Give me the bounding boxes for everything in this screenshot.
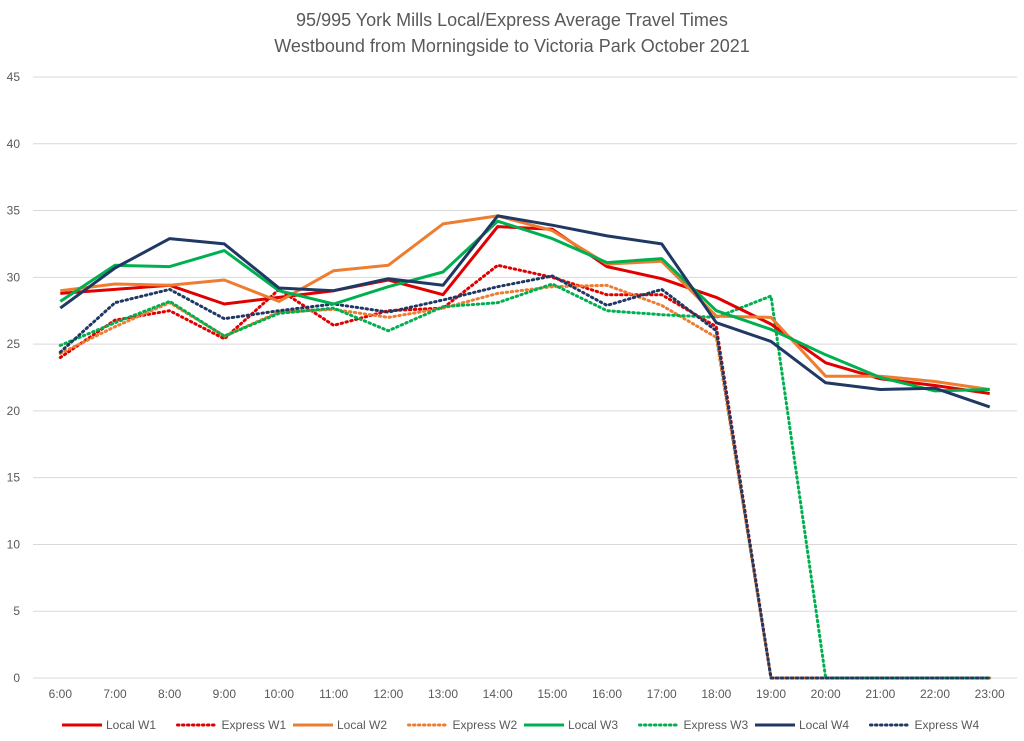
- series-layer: [58, 214, 992, 680]
- y-tick-label: 40: [7, 137, 21, 151]
- y-tick-label: 35: [7, 204, 21, 218]
- legend-item: Express W1: [176, 718, 287, 732]
- y-tick-label: 15: [7, 471, 21, 485]
- chart-subtitle: Westbound from Morningside to Victoria P…: [274, 36, 750, 56]
- chart-title: 95/995 York Mills Local/Express Average …: [296, 10, 728, 30]
- x-tick-label: 11:00: [319, 687, 348, 701]
- y-tick-label: 10: [7, 537, 21, 551]
- legend-label: Express W3: [684, 718, 749, 732]
- gridlines: [33, 76, 1017, 679]
- legend-label: Express W2: [453, 718, 518, 732]
- x-tick-label: 10:00: [264, 687, 294, 701]
- legend-item: Local W3: [524, 718, 618, 732]
- x-tick-label: 16:00: [592, 687, 622, 701]
- y-tick-label: 30: [7, 270, 21, 284]
- x-tick-label: 6:00: [49, 687, 73, 701]
- legend-label: Local W1: [106, 718, 156, 732]
- x-tick-label: 18:00: [701, 687, 731, 701]
- y-axis-tick-labels: 0 5 10 15 20 25 30 35 40 45: [7, 70, 21, 685]
- legend-label: Express W1: [222, 718, 287, 732]
- legend-item: Express W2: [407, 718, 518, 732]
- x-tick-label: 8:00: [158, 687, 182, 701]
- y-tick-label: 20: [7, 404, 21, 418]
- legend-label: Local W2: [337, 718, 387, 732]
- x-tick-label: 7:00: [103, 687, 127, 701]
- series-line-local-w2: [60, 214, 990, 391]
- x-tick-label: 20:00: [811, 687, 841, 701]
- x-tick-label: 22:00: [920, 687, 950, 701]
- y-tick-label: 25: [7, 337, 21, 351]
- x-tick-label: 23:00: [975, 687, 1005, 701]
- legend-label: Local W3: [568, 718, 618, 732]
- legend: Local W1 Express W1 Local W2 Express W2 Loca…: [62, 718, 980, 732]
- x-tick-label: 12:00: [373, 687, 403, 701]
- y-tick-label: 0: [13, 671, 20, 685]
- legend-item: Express W4: [869, 718, 980, 732]
- legend-label: Express W4: [915, 718, 980, 732]
- legend-item: Express W3: [638, 718, 749, 732]
- legend-item: Local W4: [755, 718, 849, 732]
- x-tick-label: 19:00: [756, 687, 786, 701]
- x-tick-label: 21:00: [865, 687, 895, 701]
- legend-label: Local W4: [799, 718, 849, 732]
- y-tick-label: 45: [7, 70, 21, 84]
- y-tick-label: 5: [13, 604, 20, 618]
- x-tick-label: 13:00: [428, 687, 458, 701]
- series-line-express-w1: [58, 263, 992, 680]
- x-tick-label: 17:00: [647, 687, 677, 701]
- series-line-express-w4: [58, 274, 992, 680]
- series-line-local-w3: [59, 219, 990, 393]
- series-line-express-w3: [58, 282, 992, 680]
- series-line-local-w4: [59, 214, 991, 409]
- x-tick-label: 15:00: [537, 687, 567, 701]
- series-line-local-w1: [60, 225, 990, 395]
- x-tick-label: 14:00: [483, 687, 513, 701]
- x-tick-label: 9:00: [213, 687, 237, 701]
- legend-item: Local W2: [293, 718, 387, 732]
- x-axis-tick-labels: 6:00 7:00 8:00 9:00 10:00 11:00 12:00 13:00 14:0…: [49, 687, 1005, 701]
- legend-item: Local W1: [62, 718, 156, 732]
